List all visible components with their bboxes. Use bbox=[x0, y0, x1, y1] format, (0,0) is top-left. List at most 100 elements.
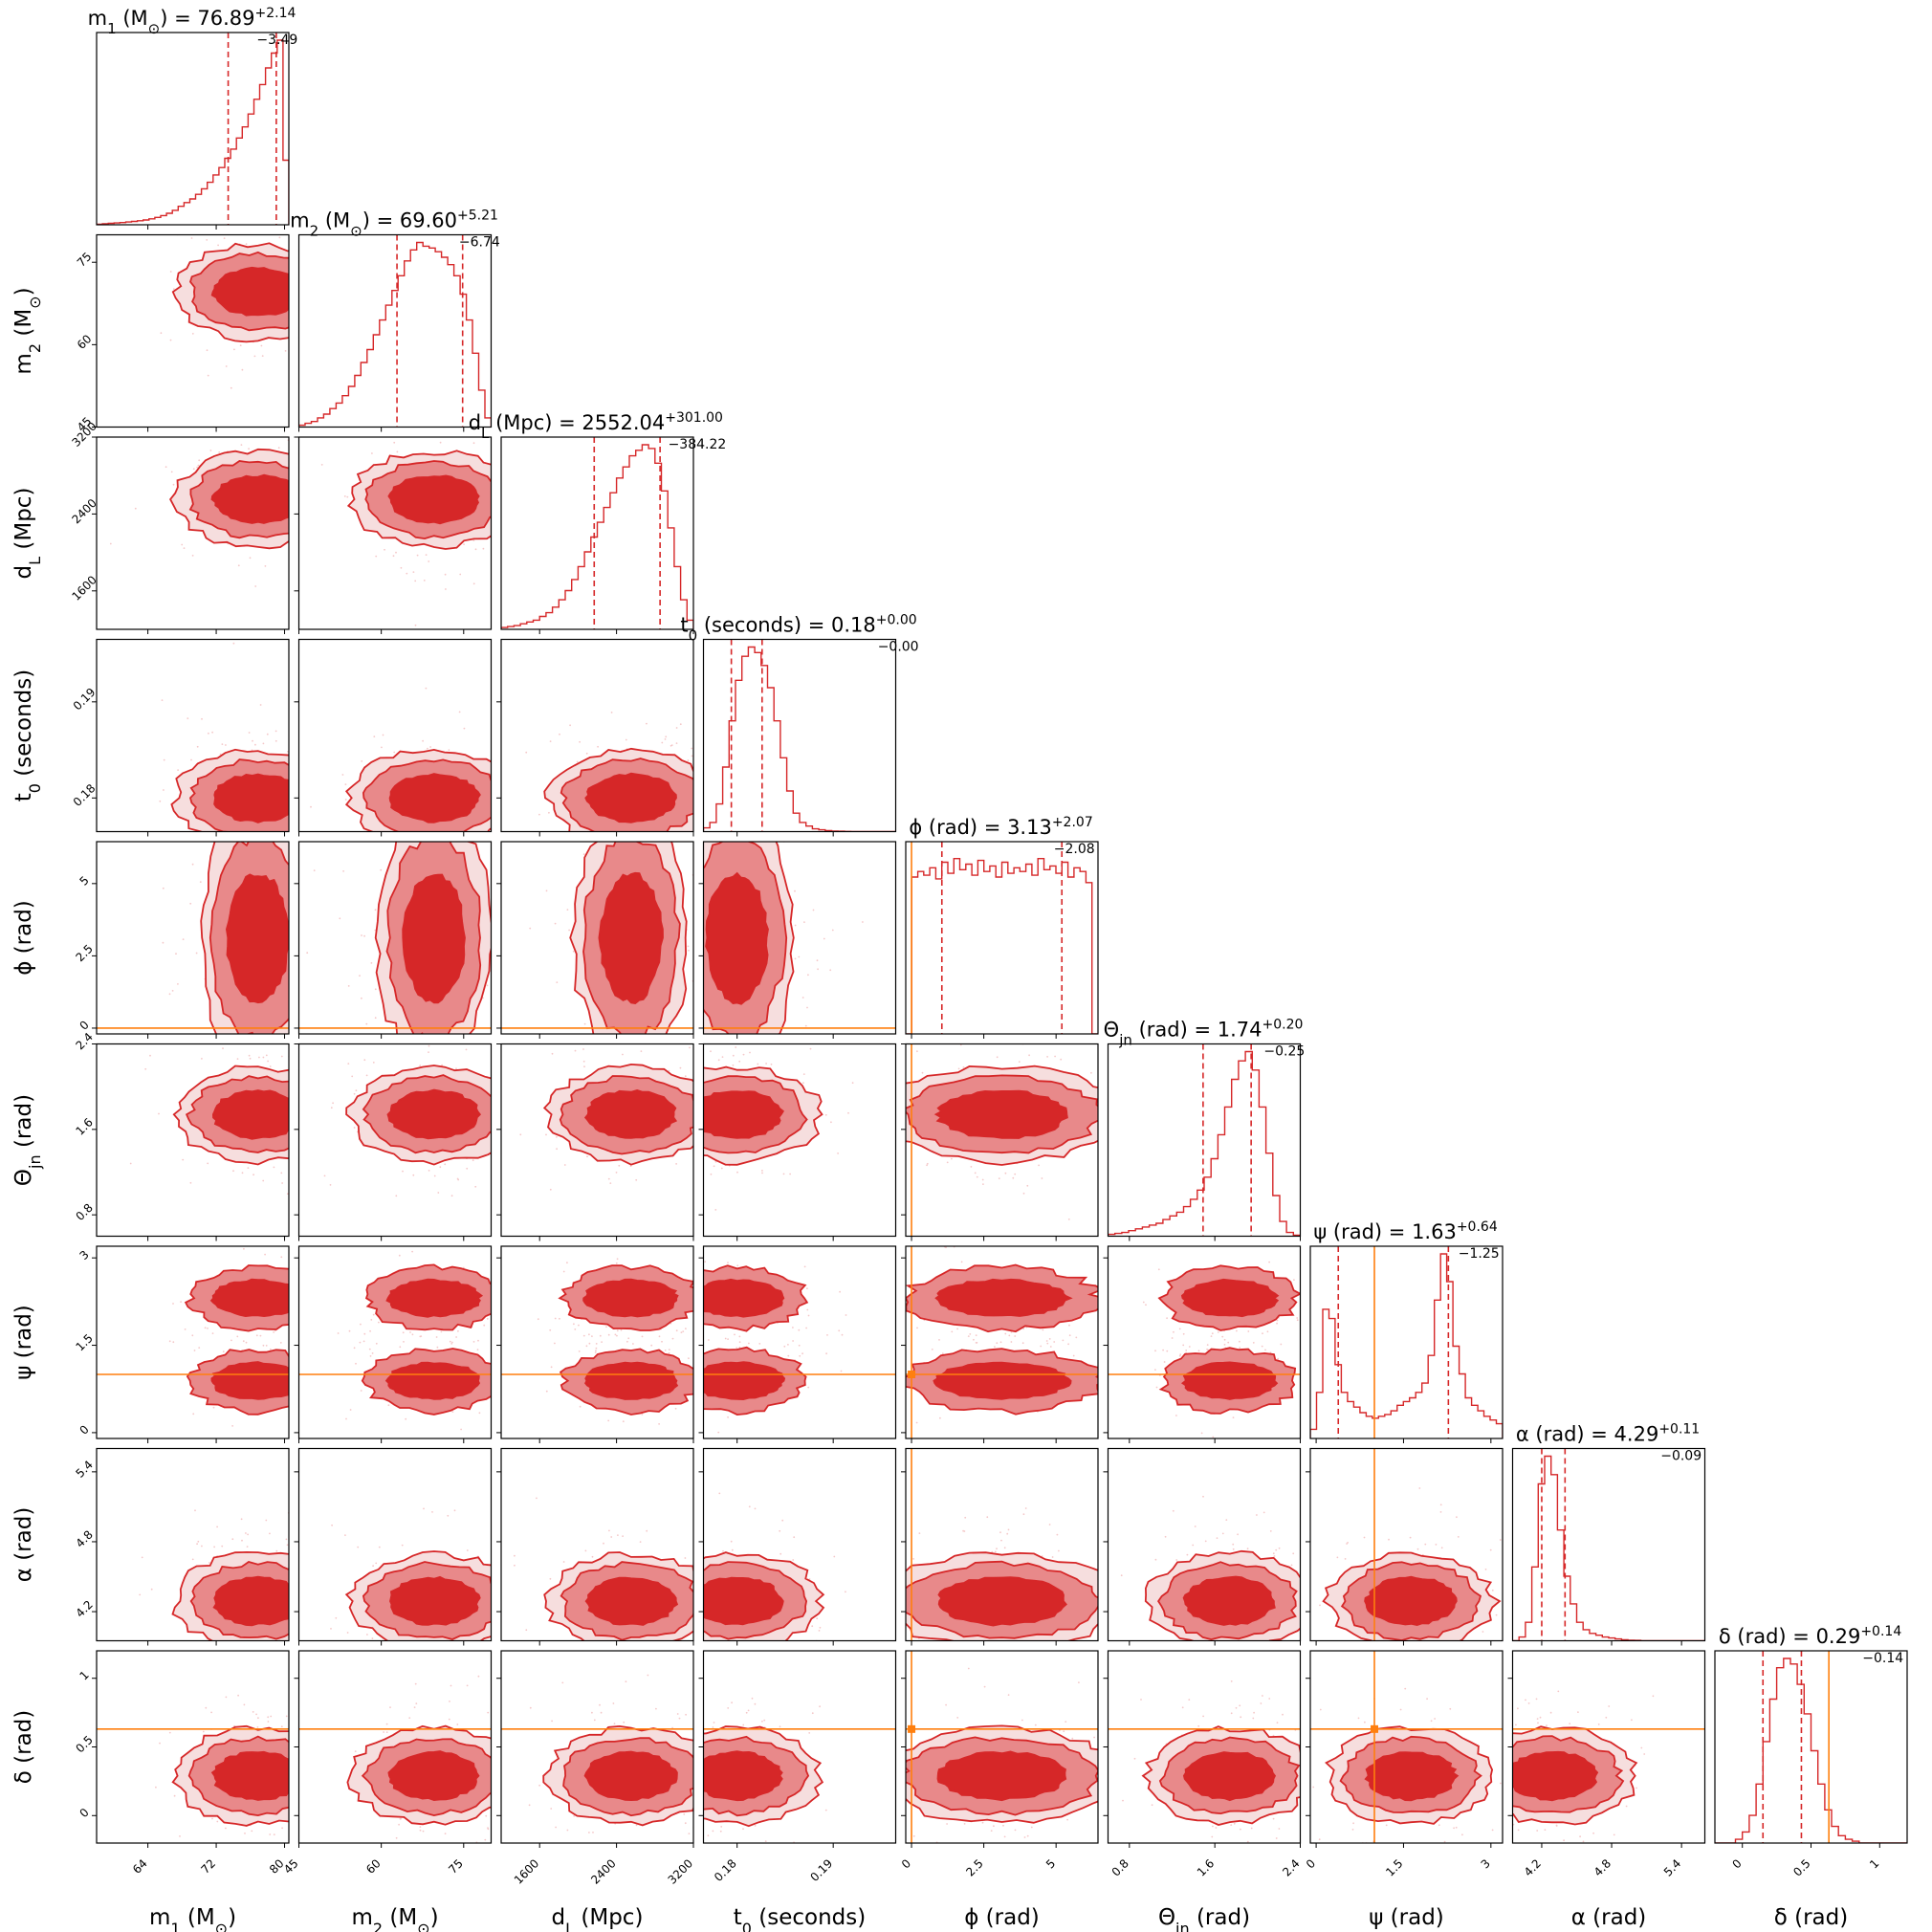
sample-point bbox=[321, 348, 323, 350]
sample-point bbox=[816, 1617, 819, 1620]
panel-frame bbox=[297, 1245, 493, 1439]
panel-content bbox=[703, 842, 896, 1034]
sample-point bbox=[720, 1167, 723, 1170]
sample-point bbox=[495, 827, 497, 829]
sample-point bbox=[427, 1643, 428, 1645]
sample-point bbox=[196, 466, 199, 469]
sample-point bbox=[1236, 1329, 1238, 1332]
sample-point bbox=[691, 755, 693, 757]
sample-point bbox=[361, 997, 362, 999]
panel-content bbox=[129, 1031, 330, 1196]
sample-point bbox=[316, 1299, 318, 1301]
x-tick-label: 45 bbox=[281, 1856, 301, 1877]
sample-point bbox=[763, 1042, 765, 1043]
sample-point bbox=[695, 1612, 697, 1614]
sample-point bbox=[569, 724, 571, 727]
sample-point bbox=[1164, 1535, 1167, 1538]
sample-point bbox=[245, 1654, 247, 1656]
sample-point bbox=[727, 1338, 729, 1340]
sample-point bbox=[328, 1031, 330, 1033]
sample-point bbox=[330, 934, 332, 936]
sample-point bbox=[1326, 1546, 1328, 1548]
sample-point bbox=[375, 1562, 378, 1565]
sample-point bbox=[616, 1647, 618, 1649]
sample-point bbox=[1202, 1495, 1204, 1498]
sample-point bbox=[1046, 1056, 1048, 1058]
sample-point bbox=[578, 855, 580, 857]
sample-point bbox=[1110, 1619, 1112, 1621]
sample-point bbox=[851, 1082, 854, 1085]
contour-inner bbox=[213, 773, 289, 823]
sample-point bbox=[363, 1059, 366, 1062]
sample-point bbox=[314, 490, 316, 492]
panel-content bbox=[501, 842, 693, 1034]
sample-point bbox=[348, 1329, 351, 1332]
sample-point bbox=[685, 1328, 687, 1329]
sample-point bbox=[529, 1583, 531, 1585]
sample-point bbox=[528, 1097, 530, 1099]
sample-point bbox=[292, 587, 294, 589]
sample-point bbox=[372, 1313, 375, 1316]
sample-point bbox=[284, 838, 286, 840]
sample-point bbox=[698, 1623, 700, 1625]
sample-point bbox=[554, 1342, 556, 1345]
sample-point bbox=[312, 815, 314, 817]
sample-point bbox=[177, 769, 180, 771]
sample-point bbox=[519, 839, 521, 841]
sample-point bbox=[993, 1646, 995, 1648]
sample-point bbox=[661, 741, 664, 744]
sample-point bbox=[964, 1516, 967, 1519]
sample-point bbox=[1024, 1507, 1027, 1509]
panel-content bbox=[310, 687, 497, 832]
sample-point bbox=[305, 1556, 307, 1558]
sample-point bbox=[761, 1172, 763, 1175]
sample-point bbox=[1239, 1340, 1240, 1343]
sample-point bbox=[507, 891, 509, 893]
param-title-phi: ϕ (rad) = 3.13+2.07 −2.08 bbox=[909, 815, 1094, 857]
sample-point bbox=[497, 933, 499, 935]
sample-point bbox=[1476, 1660, 1478, 1662]
sample-point bbox=[299, 1341, 301, 1343]
sample-point bbox=[264, 1240, 266, 1241]
panel-frame bbox=[96, 638, 290, 833]
sample-point bbox=[495, 768, 497, 770]
sample-point bbox=[574, 1049, 577, 1052]
sample-point bbox=[543, 895, 545, 897]
sample-point bbox=[674, 1407, 677, 1410]
sample-point bbox=[807, 974, 809, 977]
sample-point bbox=[1101, 1346, 1103, 1348]
panel-dL-m2 bbox=[294, 436, 493, 634]
sample-point bbox=[710, 1698, 712, 1700]
x-tick-label: 64 bbox=[130, 1856, 150, 1877]
contour-inner bbox=[387, 1750, 480, 1802]
sample-point bbox=[1246, 1648, 1248, 1650]
sample-point bbox=[1237, 1533, 1239, 1536]
sample-point bbox=[626, 1646, 627, 1648]
sample-point bbox=[170, 471, 173, 473]
sample-point bbox=[384, 548, 385, 551]
sample-point bbox=[1173, 1330, 1175, 1333]
sample-point bbox=[514, 1564, 516, 1567]
contour-inner bbox=[1180, 1278, 1280, 1318]
sample-point bbox=[1275, 1548, 1278, 1551]
contour-inner bbox=[388, 773, 481, 823]
sample-point bbox=[1004, 1332, 1007, 1335]
sample-point bbox=[687, 759, 690, 761]
sample-point bbox=[779, 1529, 781, 1532]
panel-m1-m1: m1 (M⊙) = 76.89+2.14 −3.49 bbox=[88, 6, 297, 230]
sample-point bbox=[692, 1679, 693, 1680]
sample-point bbox=[1200, 1663, 1202, 1665]
sample-point bbox=[1157, 1268, 1160, 1271]
sample-point bbox=[296, 1366, 297, 1368]
sample-point bbox=[698, 1364, 700, 1366]
sample-point bbox=[522, 1633, 524, 1635]
sample-point bbox=[332, 1354, 334, 1356]
sample-point bbox=[312, 258, 314, 260]
panel-frame bbox=[1107, 1043, 1302, 1238]
sample-point bbox=[357, 1546, 360, 1548]
sample-point bbox=[239, 344, 242, 347]
sample-point bbox=[369, 1329, 371, 1332]
sample-point bbox=[1067, 1343, 1069, 1346]
sample-point bbox=[994, 1550, 997, 1553]
sample-point bbox=[493, 1110, 494, 1112]
